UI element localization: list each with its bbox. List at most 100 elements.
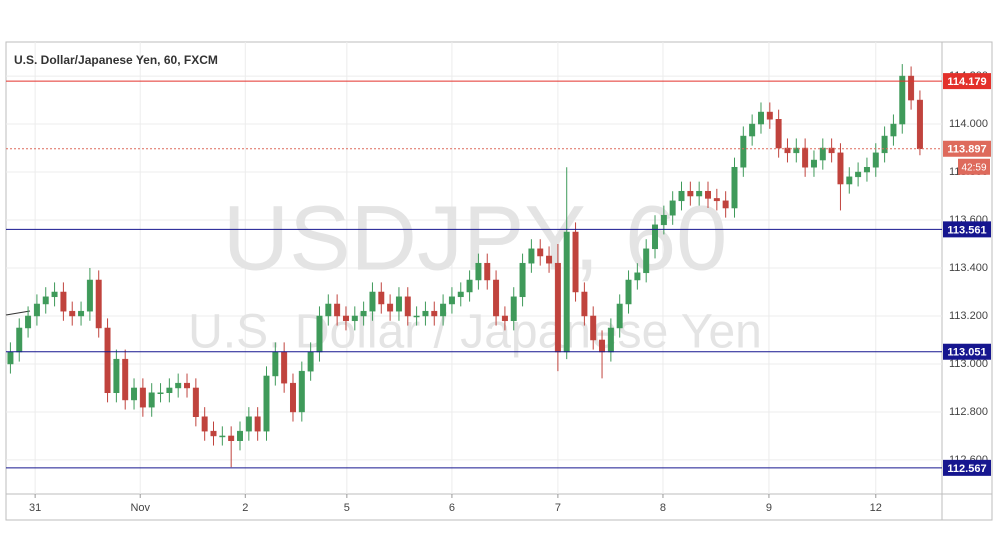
candle-body (245, 416, 252, 432)
candle-body (387, 303, 394, 312)
candle-body (510, 296, 517, 322)
countdown: 42:59 (961, 162, 986, 173)
candle-body (757, 111, 764, 125)
candle-body (413, 315, 420, 318)
candle-body (563, 231, 570, 353)
candle-body (254, 416, 261, 432)
candle-body (493, 279, 500, 317)
candle-body (263, 375, 270, 432)
candle-body (890, 123, 897, 137)
candle-body (175, 382, 182, 389)
candle-body (298, 370, 305, 413)
candle-body (705, 190, 711, 199)
candle-body (846, 176, 853, 185)
candle-body (86, 279, 93, 312)
candle-body (581, 291, 588, 317)
price-label: 113.051 (947, 347, 986, 359)
candle-body (607, 327, 614, 353)
candle-body (749, 123, 756, 137)
candle-body (369, 291, 376, 312)
x-tick-label: 31 (29, 502, 41, 514)
candle-body (501, 315, 508, 322)
candle-body (687, 190, 694, 197)
candle-body (316, 315, 323, 353)
candle-body (819, 147, 826, 161)
candle-body (148, 392, 155, 408)
x-tick-label: 8 (660, 502, 666, 514)
watermark: USDJPY, 60 (223, 187, 728, 289)
candle-body (625, 279, 632, 305)
candle-body (16, 327, 23, 353)
candle-body (51, 291, 58, 298)
candle-body (33, 303, 40, 317)
candle-body (351, 315, 358, 322)
chart-title: U.S. Dollar/Japanese Yen, 60, FXCM (14, 53, 218, 67)
candle-body (766, 111, 773, 120)
y-tick-label: 114.000 (949, 118, 988, 130)
price-label: 114.179 (947, 76, 986, 88)
candle-body (722, 200, 729, 209)
candle-body (652, 224, 659, 250)
candle-body (881, 135, 888, 154)
candle-body (660, 214, 667, 226)
candle-body (122, 358, 129, 401)
candle-body (802, 147, 809, 168)
candle-body (201, 416, 208, 432)
candle-body (457, 291, 464, 298)
candle-body (95, 279, 102, 329)
y-tick-label: 113.200 (949, 310, 988, 322)
candle-body (192, 387, 199, 417)
candle-body (307, 351, 314, 372)
candle-body (466, 279, 473, 293)
x-tick-label: 9 (766, 502, 772, 514)
candle-body (104, 327, 111, 394)
candle-body (916, 99, 923, 150)
x-tick-label: Nov (130, 502, 150, 514)
candle-body (334, 303, 341, 317)
candle-body (908, 75, 915, 101)
candle-body (69, 310, 76, 317)
candle-body (713, 198, 720, 202)
candle-body (272, 351, 279, 377)
candle-body (872, 152, 879, 168)
candle-body (828, 147, 835, 154)
price-label: 112.567 (947, 463, 986, 475)
price-label: 113.897 (947, 144, 986, 156)
price-label-bg (943, 343, 991, 360)
candle-body (219, 435, 226, 438)
candle-body (422, 310, 429, 317)
candle-body (166, 387, 173, 394)
watermark-subtitle: U.S. Dollar / Japanese Yen (188, 306, 762, 359)
price-label: 113.561 (947, 224, 986, 236)
candle-body (210, 430, 217, 437)
candle-body (616, 303, 623, 329)
candle-body (378, 291, 385, 305)
candle-body (139, 387, 146, 408)
candle-body (643, 248, 650, 274)
candle-body (7, 351, 14, 365)
x-tick-label: 12 (870, 502, 882, 514)
candle-body (484, 262, 491, 281)
trend-line (5, 310, 31, 316)
x-tick-label: 5 (344, 502, 350, 514)
x-tick-label: 2 (242, 502, 248, 514)
candle-body (157, 392, 164, 395)
candle-body (855, 171, 862, 178)
candle-body (184, 382, 191, 389)
y-tick-label: 113.000 (949, 358, 988, 370)
price-label-bg (943, 221, 991, 238)
candle-body (590, 315, 597, 341)
candle-body (537, 248, 544, 257)
y-tick-label: 113.400 (949, 262, 988, 274)
candle-body (899, 75, 906, 125)
candle-body (793, 147, 800, 154)
candle-body (325, 303, 332, 317)
countdown-bg (958, 158, 990, 175)
candle-body (475, 262, 482, 281)
candle-body (237, 430, 243, 441)
candle-body (696, 190, 703, 197)
y-tick-label: 112.800 (949, 406, 988, 418)
candle-body (228, 435, 235, 441)
candle-body (60, 291, 67, 312)
candle-body (740, 135, 747, 168)
